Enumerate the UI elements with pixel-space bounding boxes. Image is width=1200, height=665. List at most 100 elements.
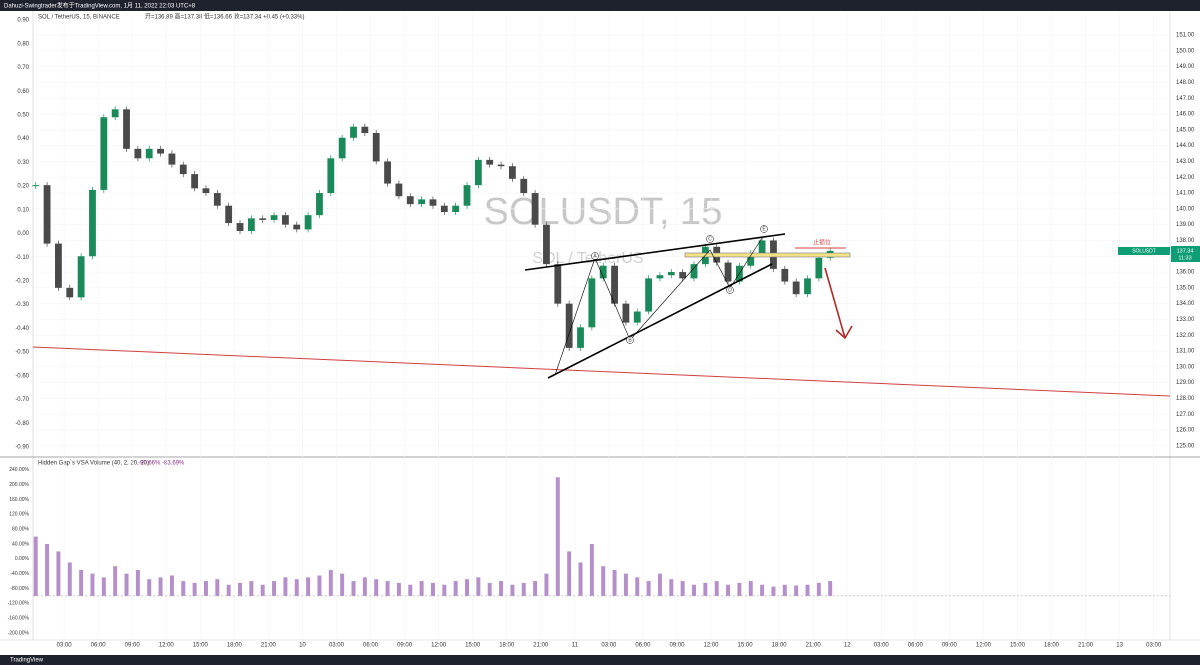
annotation-label: E (762, 226, 766, 232)
x-tick-label: 18:00 (227, 643, 243, 649)
x-tick-label: 15:00 (738, 643, 754, 649)
x-tick-label: 15:00 (193, 643, 209, 649)
candle (554, 264, 562, 304)
candle (486, 159, 494, 165)
volume-tick-label: 40.00% (12, 541, 30, 547)
volume-bar (771, 586, 776, 596)
x-tick-label: 03:00 (601, 643, 617, 649)
volume-bar (748, 581, 753, 596)
volume-bar (33, 536, 38, 596)
x-tick-label: 18:00 (499, 643, 515, 649)
y2-tick-label: 0.70 (17, 65, 29, 71)
candle (667, 272, 675, 276)
volume-bar (623, 573, 628, 596)
y-tick-label: 131.00 (1176, 349, 1195, 355)
bottom-bar (0, 655, 1200, 665)
candle (747, 253, 755, 266)
volume-bar (169, 575, 174, 596)
y2-tick-label: 0.20 (17, 184, 29, 190)
candle (179, 164, 187, 175)
annotation-label: C (708, 236, 712, 242)
x-tick-label: 06:00 (91, 643, 107, 649)
x-tick-label: 21:00 (261, 643, 277, 649)
x-tick-label: 12:00 (704, 643, 720, 649)
candle (134, 148, 142, 159)
candle (804, 278, 811, 295)
candle (202, 188, 210, 194)
volume-bar (612, 569, 617, 596)
candle (225, 205, 233, 224)
y-tick-label: 145.00 (1176, 127, 1195, 133)
ohlc-line: 开=136.89 高=137.38 低=136.66 收=137.34 +0.4… (145, 13, 304, 21)
y-tick-label: 149.00 (1176, 64, 1195, 70)
volume-bar (692, 584, 696, 596)
candle (679, 272, 687, 279)
volume-bar (362, 577, 367, 596)
volume-bar (56, 551, 61, 596)
lower-trendline (547, 263, 773, 379)
y2-tick-label: -0.70 (15, 397, 29, 403)
x-tick-label: 12:00 (976, 643, 992, 649)
candle (89, 189, 96, 257)
volume-bar (726, 584, 731, 596)
y-tick-label: 138.00 (1176, 238, 1195, 244)
volume-tick-label: -120.00% (8, 601, 30, 607)
volume-bar (828, 581, 833, 596)
volume-tick-label: -80.00% (10, 586, 29, 592)
y2-tick-label: 0.30 (17, 160, 29, 166)
volume-bar (328, 569, 333, 596)
down-arrow (824, 267, 846, 339)
volume-tick-label: -200.00% (8, 630, 30, 636)
y2-tick-label: 0.00 (17, 231, 29, 237)
x-tick-label: 12 (844, 643, 851, 649)
volume-bar (510, 584, 515, 596)
candle (191, 174, 199, 189)
candle (792, 281, 800, 295)
candle (304, 215, 312, 230)
candle (758, 240, 766, 254)
y-tick-label: 132.00 (1176, 333, 1195, 339)
price-badge: SOLUSDT 137.34 11:33 (1118, 246, 1200, 262)
volume-bar (317, 575, 322, 596)
volume-bar (396, 582, 401, 596)
volume-bar (476, 577, 481, 596)
candle (123, 109, 130, 149)
y2-tick-label: 0.60 (17, 89, 29, 95)
candle (781, 268, 789, 282)
watermark-sub: SOL / TetherUS (532, 250, 643, 267)
volume-bar (794, 585, 799, 596)
y-tick-label: 143.00 (1176, 159, 1195, 165)
support-line (32, 346, 1171, 397)
volume-bar (635, 577, 640, 596)
x-tick-label: 10 (299, 643, 306, 649)
candle (361, 126, 369, 134)
volume-bar (238, 582, 243, 596)
candle (384, 161, 391, 184)
y-tick-label: 141.00 (1176, 191, 1195, 197)
volume-bar (816, 582, 821, 596)
volume-tick-label: 0.00% (15, 556, 30, 562)
volume-bar (419, 581, 424, 596)
volume-bar (646, 581, 651, 596)
candle (338, 137, 346, 159)
volume-bar (782, 584, 787, 596)
x-tick-label: 03:00 (329, 643, 345, 649)
volume-bar (249, 581, 254, 596)
volume-bar (67, 562, 72, 596)
y-tick-label: 144.00 (1176, 143, 1195, 149)
x-tick-label: 03:00 (874, 643, 890, 649)
y2-tick-label: -0.60 (15, 373, 29, 379)
candle (656, 275, 664, 279)
wave-label-circle (726, 286, 734, 294)
candle (565, 303, 573, 348)
drawings: A B C D E 止损位 (32, 225, 1171, 397)
y-tick-label: 146.00 (1176, 112, 1195, 118)
candle (724, 262, 732, 282)
candle (622, 303, 630, 323)
x-tick-label: 06:00 (635, 643, 651, 649)
candle (282, 215, 289, 225)
wave-label-circle (760, 225, 768, 233)
volume-bar (374, 579, 379, 596)
volume-bar (45, 543, 50, 596)
